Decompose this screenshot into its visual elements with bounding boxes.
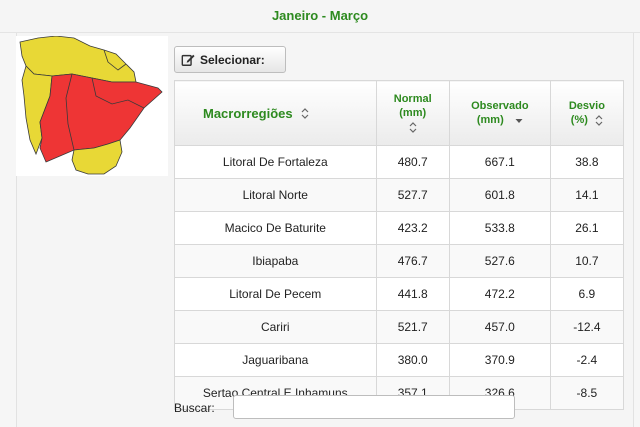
table-row[interactable]: Jaguaribana 380.0 370.9 -2.4	[174, 343, 625, 377]
column-header-region-label: Macrorregiões	[203, 105, 293, 121]
column-header-observado[interactable]: Observado (mm)	[448, 80, 551, 146]
table-row[interactable]: Litoral De Pecem 441.8 472.2 6.9	[174, 277, 625, 311]
cell-observado: 472.2	[448, 277, 551, 311]
cell-region: Jaguaribana	[174, 343, 377, 377]
cell-observado: 533.8	[448, 211, 551, 245]
table-row[interactable]: Macico De Baturite 423.2 533.8 26.1	[174, 211, 625, 245]
select-columns-button[interactable]: Selecionar:	[174, 46, 286, 73]
table-row[interactable]: Ibiapaba 476.7 527.6 10.7	[174, 244, 625, 278]
cell-desvio: 26.1	[549, 211, 625, 245]
column-header-normal[interactable]: Normal (mm)	[375, 80, 450, 146]
cell-observado: 527.6	[448, 244, 551, 278]
column-header-desvio-unit: (%)	[570, 114, 588, 126]
table-row[interactable]: Litoral De Fortaleza 480.7 667.1 38.8	[174, 145, 625, 179]
cell-desvio: 10.7	[549, 244, 625, 278]
column-header-desvio[interactable]: Desvio (%)	[549, 80, 625, 146]
sort-both-icon	[301, 107, 309, 119]
map-internal-border	[103, 49, 127, 71]
cell-normal: 423.2	[375, 211, 450, 245]
cell-normal: 480.7	[375, 145, 450, 179]
cell-desvio: -8.5	[549, 376, 625, 410]
cell-region: Macico De Baturite	[174, 211, 377, 245]
cell-desvio: 6.9	[549, 277, 625, 311]
column-header-desvio-label: Desvio	[568, 100, 605, 112]
region-map-svg	[19, 35, 163, 175]
cell-region: Ibiapaba	[174, 244, 377, 278]
cell-region: Litoral De Pecem	[174, 277, 377, 311]
sort-desc-icon	[515, 118, 523, 123]
cell-normal: 521.7	[375, 310, 450, 344]
select-button-label: Selecionar:	[200, 52, 265, 67]
cell-region: Litoral De Fortaleza	[174, 145, 377, 179]
cell-observado: 457.0	[448, 310, 551, 344]
cell-desvio: 38.8	[549, 145, 625, 179]
sort-both-icon	[595, 114, 603, 126]
map-internal-border	[65, 73, 75, 151]
page-title: Janeiro - Março	[0, 0, 640, 33]
cell-region: Cariri	[174, 310, 377, 344]
table-row[interactable]: Cariri 521.7 457.0 -12.4	[174, 310, 625, 344]
map-region-south[interactable]	[71, 139, 123, 175]
table-header-row: Macrorregiões Normal (mm)	[174, 80, 625, 146]
column-header-normal-label: Normal	[393, 93, 432, 105]
ceara-region-map	[16, 35, 168, 176]
search-label: Buscar:	[174, 401, 215, 415]
map-internal-border	[91, 77, 145, 109]
cell-desvio: -2.4	[549, 343, 625, 377]
cell-normal: 476.7	[375, 244, 450, 278]
column-header-observado-unit: (mm)	[476, 114, 504, 126]
cell-observado: 601.8	[448, 178, 551, 212]
table-row[interactable]: Litoral Norte 527.7 601.8 14.1	[174, 178, 625, 212]
column-header-normal-unit: (mm)	[399, 107, 427, 119]
cell-desvio: 14.1	[549, 178, 625, 212]
cell-normal: 380.0	[375, 343, 450, 377]
cell-desvio: -12.4	[549, 310, 625, 344]
macroregions-table: Macrorregiões Normal (mm)	[174, 80, 625, 410]
map-region-west[interactable]	[21, 65, 53, 156]
search-input[interactable]	[233, 395, 515, 419]
cell-observado: 370.9	[448, 343, 551, 377]
column-header-observado-label: Observado	[471, 100, 529, 112]
cell-region: Litoral Norte	[174, 178, 377, 212]
edit-icon	[181, 54, 195, 66]
column-header-region[interactable]: Macrorregiões	[174, 80, 377, 146]
cell-normal: 441.8	[375, 277, 450, 311]
cell-normal: 527.7	[375, 178, 450, 212]
sort-both-icon	[409, 121, 417, 133]
cell-observado: 667.1	[448, 145, 551, 179]
